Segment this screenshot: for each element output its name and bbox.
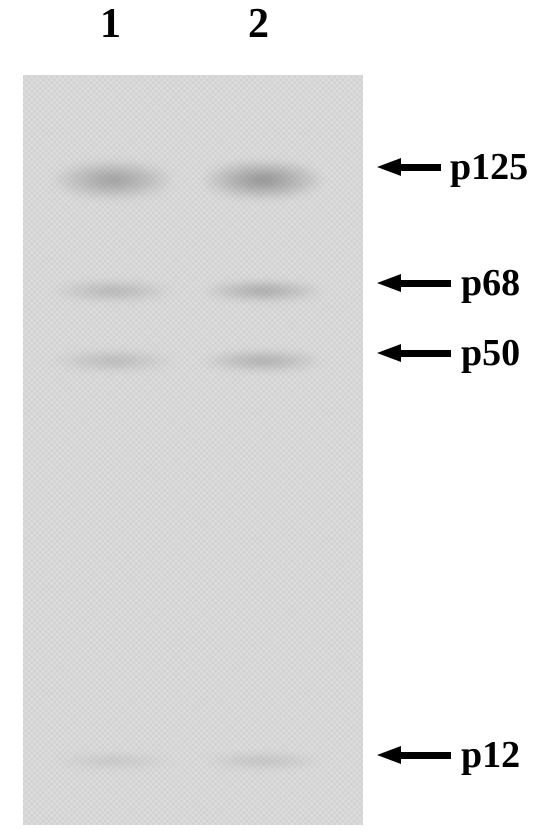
band-p12-lane1 <box>53 753 173 769</box>
band-p12-lane2 <box>203 753 323 769</box>
band-marker-p125: p125 <box>377 148 528 186</box>
band-marker-p68: p68 <box>377 264 520 302</box>
arrow-left-icon <box>377 344 451 362</box>
arrow-left-icon <box>377 158 441 176</box>
band-marker-label: p125 <box>450 145 528 189</box>
band-p50-lane2 <box>203 350 323 372</box>
band-marker-p50: p50 <box>377 334 520 372</box>
band-p50-lane1 <box>53 350 173 372</box>
band-marker-label: p12 <box>461 733 520 777</box>
lane-label-2: 2 <box>248 0 269 48</box>
gel-figure: 1 2 p125 p68 p50 p12 <box>0 0 550 839</box>
band-p68-lane2 <box>203 280 323 302</box>
lane-label-1: 1 <box>100 0 121 48</box>
band-p125-lane1 <box>53 160 173 200</box>
arrow-left-icon <box>377 274 451 292</box>
gel-image <box>23 75 363 825</box>
band-marker-label: p68 <box>461 261 520 305</box>
band-marker-p12: p12 <box>377 736 520 774</box>
band-p125-lane2 <box>203 160 323 200</box>
band-p68-lane1 <box>53 280 173 302</box>
band-marker-label: p50 <box>461 331 520 375</box>
arrow-left-icon <box>377 746 451 764</box>
